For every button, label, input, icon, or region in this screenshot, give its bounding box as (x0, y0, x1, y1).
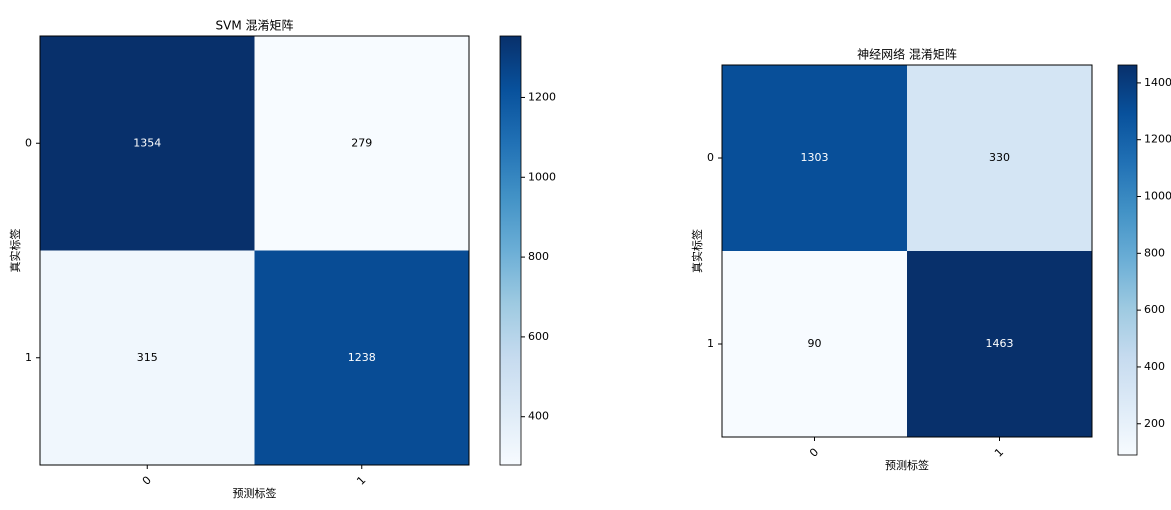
x-axis-label: 预测标签 (885, 458, 929, 472)
plot-frame (39, 35, 470, 466)
x-tick-label: 1 (354, 474, 368, 488)
colorbar-tick-label: 1200 (1144, 133, 1171, 146)
colorbar (1117, 64, 1138, 456)
heatmap-cell (254, 36, 469, 251)
y-tick-label: 1 (707, 337, 714, 350)
heatmap-cell (40, 36, 255, 251)
colorbar-tick-label: 1400 (1144, 76, 1171, 89)
colorbar-tick-label: 400 (1144, 360, 1165, 373)
colorbar-tick-label: 600 (1144, 303, 1165, 316)
colorbar-tick-label: 800 (1144, 246, 1165, 259)
colorbar-tick-label: 1000 (528, 170, 556, 183)
cell-label: 1354 (133, 136, 161, 149)
y-axis-label: 真实标签 (690, 229, 704, 273)
colorbar-tick-label: 600 (528, 330, 549, 343)
heatmap-cell (254, 250, 469, 465)
cell-label: 1463 (986, 337, 1014, 350)
cell-label: 90 (808, 337, 822, 350)
chart-title: SVM 混淆矩阵 (216, 19, 294, 33)
cell-label: 1303 (801, 151, 829, 164)
heatmap-cell (907, 65, 1092, 251)
colorbar-tick-label: 800 (528, 250, 549, 263)
cell-label: 330 (989, 151, 1010, 164)
cell-label: 279 (351, 136, 372, 149)
colorbar-tick-label: 400 (528, 410, 549, 423)
x-tick-label: 0 (807, 446, 821, 460)
cell-label: 315 (137, 351, 158, 364)
x-axis-label: 预测标签 (233, 486, 277, 500)
heatmap-cell (722, 65, 907, 251)
y-tick-label: 0 (25, 136, 32, 149)
y-axis-label: 真实标签 (8, 229, 22, 273)
cell-label: 1238 (348, 351, 376, 364)
y-tick-label: 0 (707, 151, 714, 164)
colorbar-tick-label: 1200 (528, 90, 556, 103)
x-tick-label: 1 (992, 446, 1006, 460)
x-tick-label: 0 (140, 474, 154, 488)
colorbar (499, 35, 522, 466)
heatmap-cell (40, 250, 255, 465)
heatmap-cell (907, 251, 1092, 437)
chart-title: 神经网络 混淆矩阵 (857, 47, 957, 62)
y-tick-label: 1 (25, 351, 32, 364)
colorbar-tick-label: 200 (1144, 417, 1165, 430)
plot-frame (721, 64, 1093, 438)
heatmap-cell (722, 251, 907, 437)
colorbar-tick-label: 1000 (1144, 190, 1171, 203)
